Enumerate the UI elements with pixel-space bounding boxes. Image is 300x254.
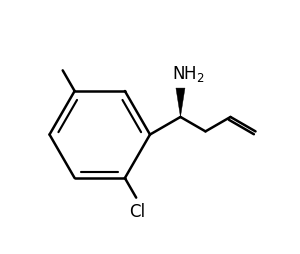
Polygon shape [176,88,185,117]
Text: NH$_2$: NH$_2$ [172,64,204,84]
Text: Cl: Cl [129,203,146,221]
